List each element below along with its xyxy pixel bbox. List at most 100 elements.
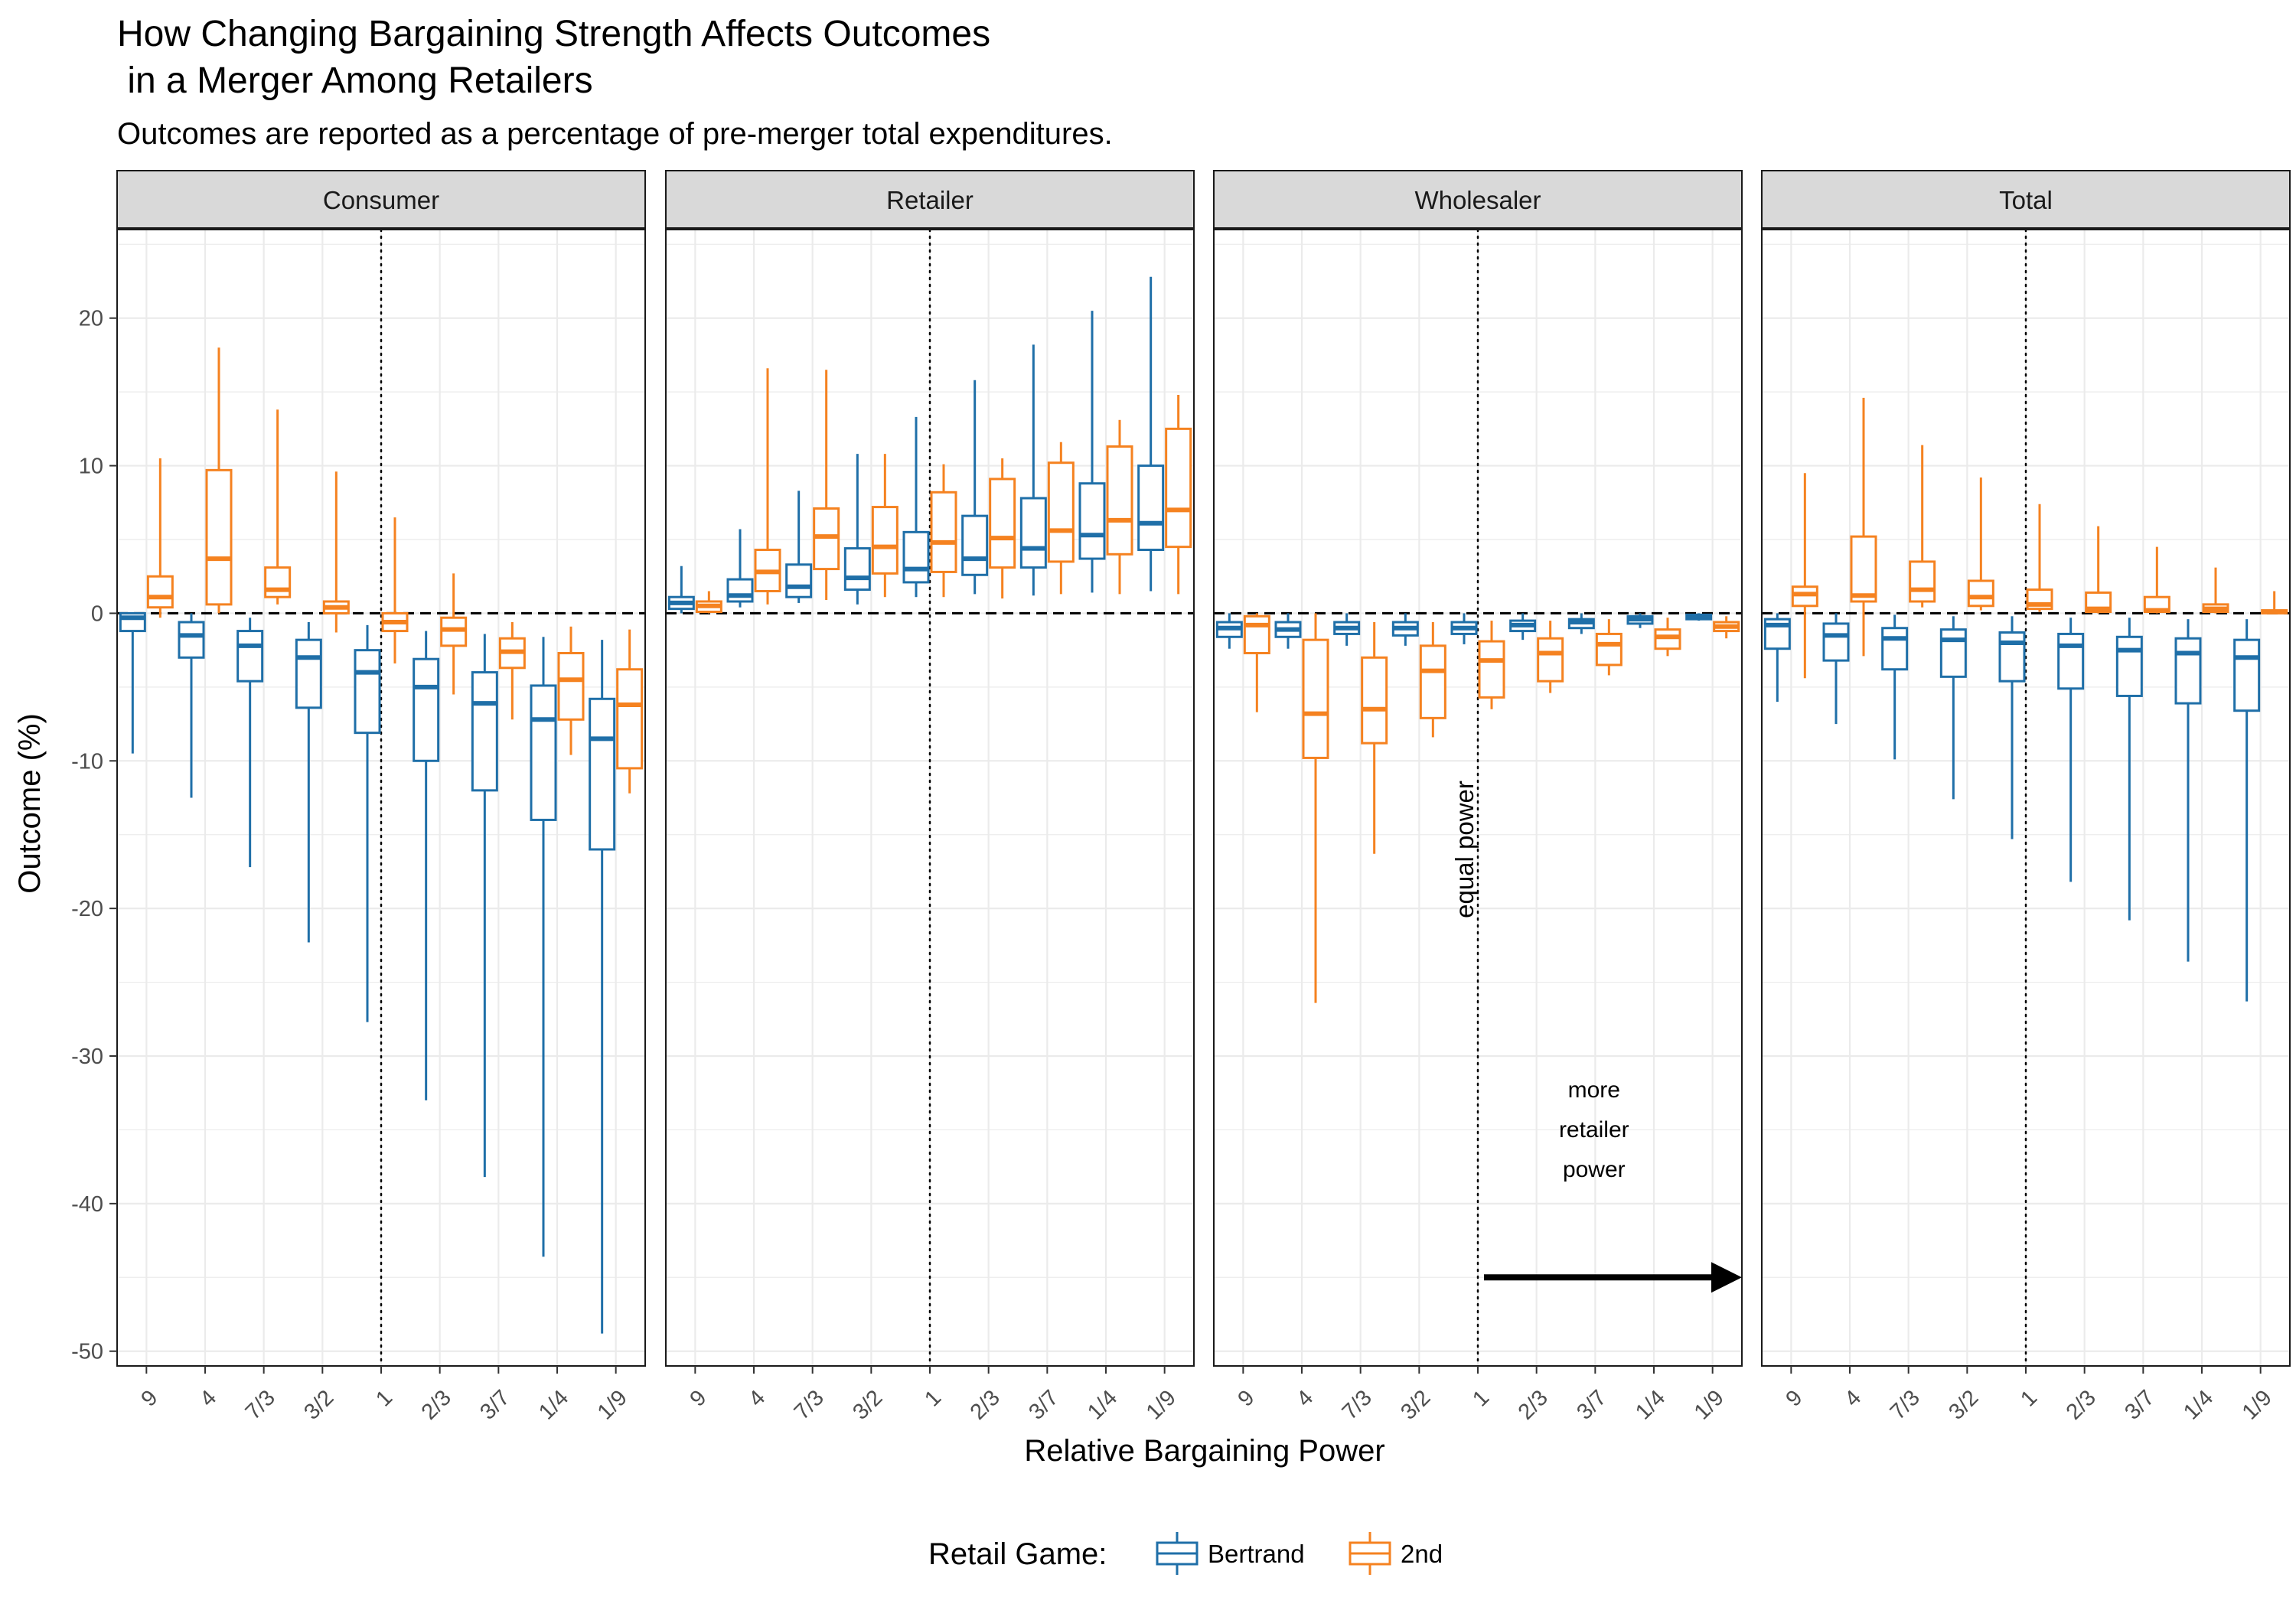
retailer-power-label: more	[1568, 1077, 1620, 1103]
box-bertrand	[1685, 613, 1713, 621]
y-tick-label: -10	[71, 749, 103, 774]
box-2nd	[1106, 419, 1133, 595]
box-bertrand	[589, 640, 616, 1334]
panel-wholesaler: Wholesaler equal power more retailer power	[1213, 170, 1743, 1367]
box-iqr	[1822, 622, 1850, 662]
box-bertrand	[413, 631, 440, 1100]
box-2nd	[381, 517, 409, 663]
y-tick-label: -40	[71, 1192, 103, 1217]
series-bertrand	[667, 276, 1165, 614]
box-2nd	[1967, 478, 1994, 611]
box-iqr	[413, 657, 440, 762]
box-bertrand	[1274, 613, 1302, 649]
box-bertrand	[1333, 613, 1361, 646]
box-iqr	[1537, 637, 1564, 683]
legend-key-bertrand	[1156, 1532, 1199, 1575]
facet-label: Retailer	[886, 186, 974, 214]
box-bertrand	[2115, 618, 2143, 921]
box-iqr	[1078, 482, 1106, 560]
box-2nd	[1478, 621, 1505, 709]
panels: Consumer Retailer Wholesaler equal power mor…	[116, 170, 2291, 1367]
y-tick-label: -50	[71, 1340, 103, 1364]
box-2nd	[695, 591, 722, 614]
box-bertrand	[236, 618, 264, 868]
box-iqr	[930, 491, 957, 573]
box-iqr	[843, 547, 871, 592]
legend: Retail Game: Bertrand 2nd	[928, 1532, 1443, 1575]
y-tick-label: 20	[79, 307, 103, 331]
legend-label: 2nd	[1401, 1540, 1443, 1568]
box-bertrand	[667, 566, 695, 614]
box-2nd	[498, 622, 526, 720]
box-iqr	[471, 671, 498, 792]
box-iqr	[295, 638, 322, 709]
box-2nd	[1165, 395, 1192, 595]
equal-power-label: equal power	[1450, 781, 1479, 918]
box-iqr	[236, 630, 264, 683]
box-iqr	[354, 649, 381, 735]
box-2nd	[1537, 621, 1564, 693]
x-axis-title: Relative Bargaining Power	[1024, 1434, 1384, 1468]
box-bertrand	[961, 380, 989, 595]
box-2nd	[322, 471, 350, 633]
box-2nd	[754, 368, 781, 605]
box-iqr	[589, 697, 616, 851]
box-2nd	[930, 464, 957, 598]
box-2nd	[1850, 397, 1877, 657]
box-iqr	[961, 514, 989, 576]
box-bertrand	[726, 529, 754, 608]
box-iqr	[1047, 461, 1075, 563]
box-2nd	[2026, 504, 2053, 612]
box-iqr	[1850, 535, 1877, 603]
box-bertrand	[843, 454, 871, 605]
box-2nd	[205, 347, 233, 614]
box-iqr	[2115, 635, 2143, 697]
box-iqr	[1302, 638, 1329, 759]
box-iqr	[1998, 631, 2026, 683]
box-iqr	[2057, 632, 2085, 690]
series-2nd	[1243, 613, 1740, 1003]
box-iqr	[902, 530, 930, 584]
box-iqr	[1595, 632, 1623, 667]
series-bertrand	[1215, 613, 1713, 649]
box-iqr	[1243, 614, 1270, 654]
chart-title: How Changing Bargaining Strength Affects…	[117, 14, 990, 54]
box-2nd	[1361, 622, 1388, 854]
box-iqr	[264, 566, 292, 598]
box-iqr	[1909, 560, 1936, 603]
box-2nd	[1654, 618, 1681, 657]
facet-label: Wholesaler	[1414, 186, 1541, 214]
box-iqr	[989, 478, 1016, 569]
box-iqr	[205, 468, 233, 606]
box-bertrand	[1019, 344, 1047, 596]
box-iqr	[1881, 627, 1909, 671]
box-2nd	[1909, 445, 1936, 608]
y-tick-label: -30	[71, 1045, 103, 1069]
box-2nd	[871, 454, 899, 598]
box-iqr	[1478, 640, 1505, 699]
box-2nd	[557, 626, 585, 755]
box-bertrand	[1881, 614, 1909, 760]
facet-label: Total	[1999, 186, 2053, 214]
box-bertrand	[1939, 616, 1967, 800]
gridlines	[1762, 230, 2290, 1366]
box-2nd	[989, 458, 1016, 599]
retailer-power-label: retailer	[1559, 1117, 1629, 1143]
box-iqr	[1019, 497, 1047, 569]
box-2nd	[1302, 613, 1329, 1003]
box-bertrand	[530, 637, 557, 1257]
box-2nd	[440, 573, 468, 695]
box-bertrand	[1626, 613, 1654, 628]
box-bertrand	[471, 634, 498, 1178]
box-2nd	[264, 409, 292, 605]
box-bertrand	[295, 622, 322, 943]
chart-subtitle: Outcomes are reported as a percentage of…	[117, 117, 1113, 151]
panel-consumer: Consumer	[116, 170, 646, 1367]
box-bertrand	[1137, 276, 1165, 592]
facet-strip	[116, 170, 646, 229]
box-2nd	[2143, 546, 2170, 614]
box-iqr	[146, 575, 174, 609]
box-iqr	[1939, 628, 1967, 678]
y-axis-title: Outcome (%)	[13, 713, 47, 894]
